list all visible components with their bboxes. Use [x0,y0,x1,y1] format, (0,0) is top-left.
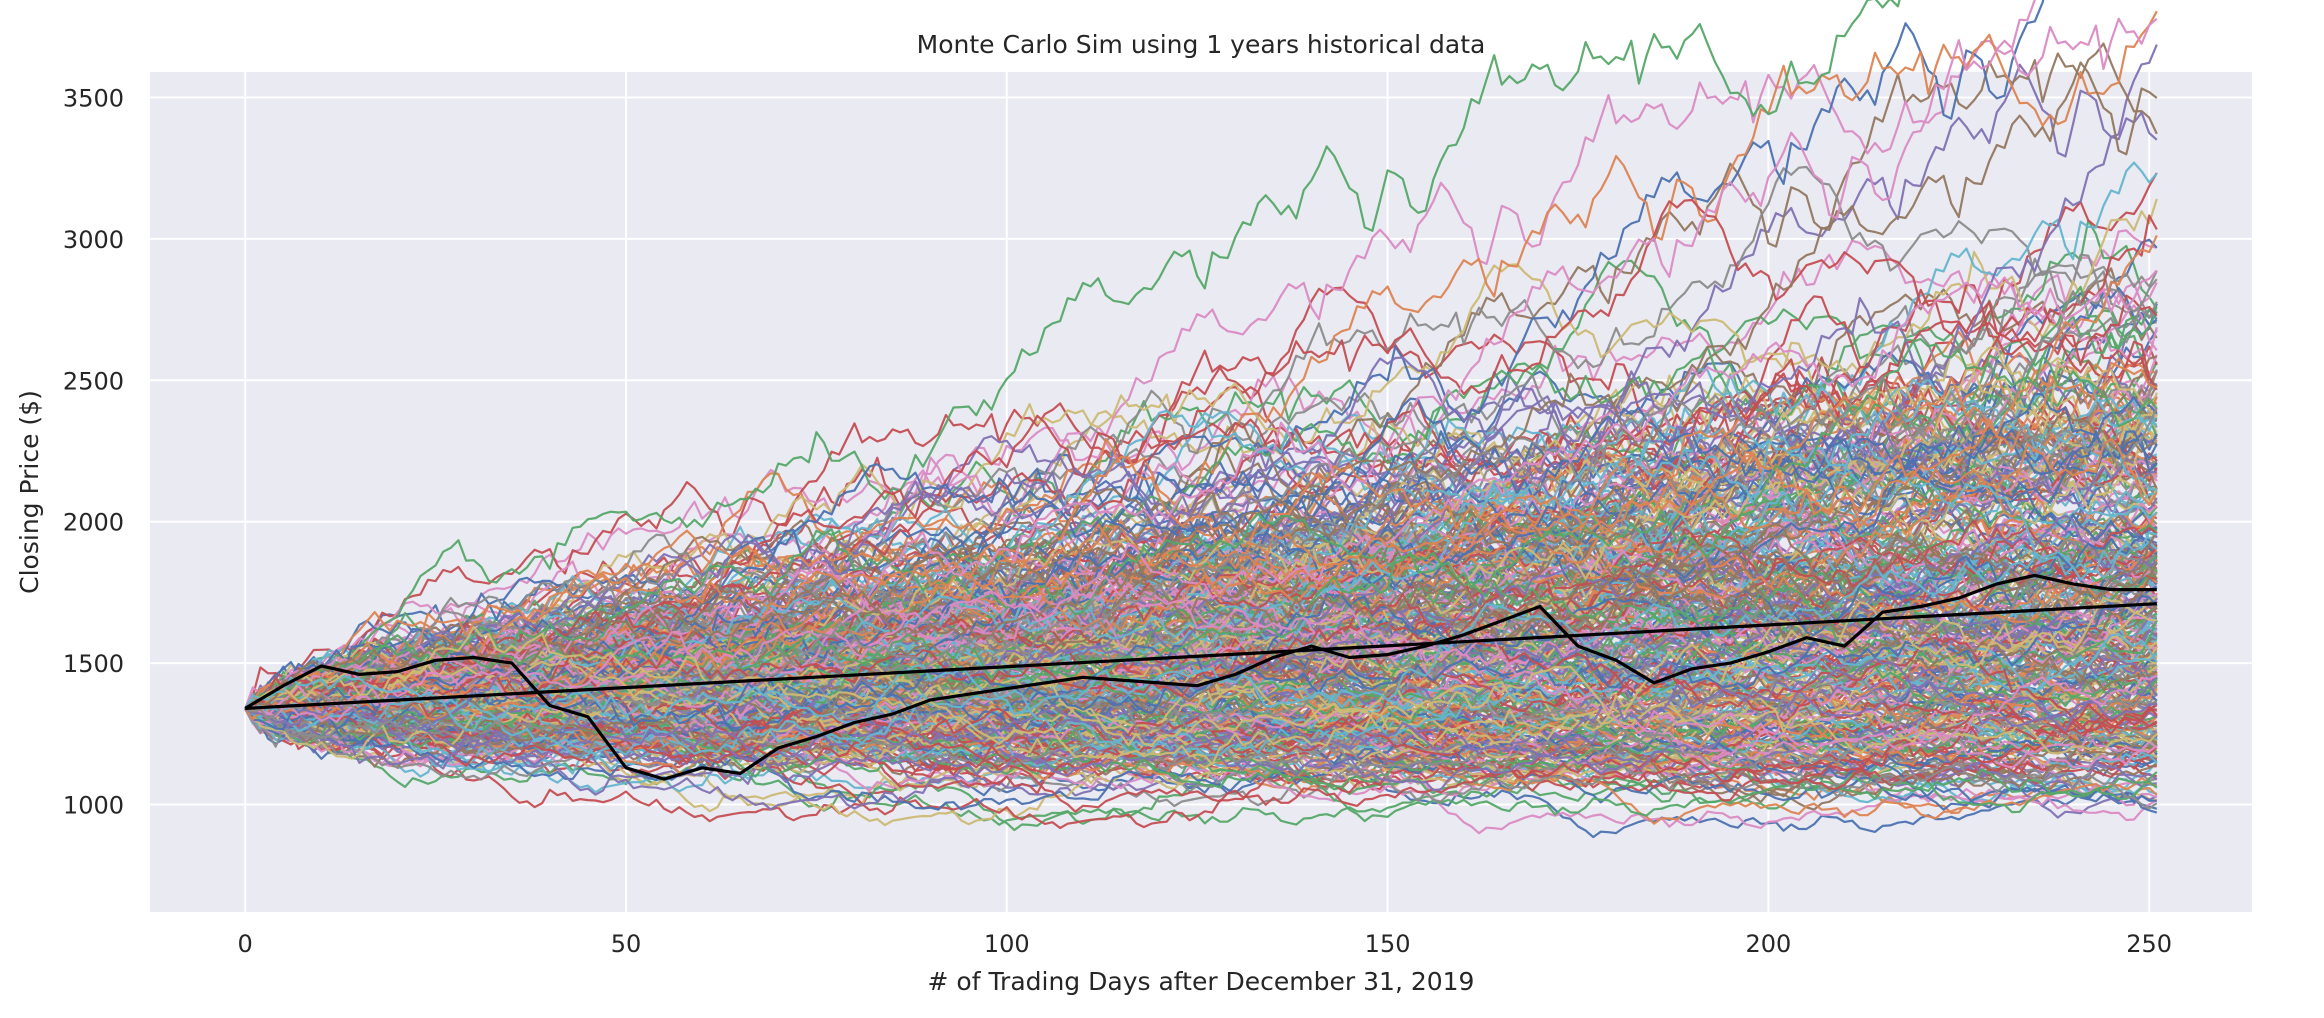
y-tick-label: 1000 [63,792,124,820]
x-tick-label: 200 [1745,930,1791,958]
simulation-path [244,411,2158,710]
simulation-path [244,594,2158,811]
simulation-paths [244,0,2158,839]
simulation-path [244,561,2158,710]
simulation-path [244,531,2158,732]
simulation-path [244,361,2158,721]
y-tick-label: 1500 [63,650,124,678]
simulation-path [244,633,2158,767]
simulation-path [244,574,2158,752]
x-tick-label: 150 [1365,930,1411,958]
simulation-path [244,300,2158,710]
x-tick-label: 250 [2126,930,2172,958]
x-tick-labels: 0 50 100 150 200 250 [238,930,2173,958]
actual-price-line [244,573,2157,781]
simulation-path [244,547,2157,765]
chart-title: Monte Carlo Sim using 1 years historical… [917,30,1486,59]
simulation-path [245,571,2158,728]
y-tick-label: 2500 [63,367,124,395]
y-tick-labels: 1000 1500 2000 2500 3000 3500 [63,84,124,819]
simulation-path [244,111,2158,718]
simulation-path [244,370,2158,713]
simulation-path [245,437,2158,721]
simulation-path [244,278,2158,710]
simulation-path [244,375,2158,735]
highlight-series [244,573,2157,781]
y-tick-label: 2000 [63,509,124,537]
simulation-path [244,693,2158,823]
trend-line [245,602,2157,710]
simulation-path [244,234,2158,710]
simulation-path [244,702,2158,810]
simulation-path [245,0,1901,712]
simulation-path [244,678,2157,792]
x-axis-label: # of Trading Days after December 31, 201… [928,967,1475,996]
simulation-path [244,593,2157,733]
simulation-path [244,651,2158,775]
x-tick-label: 0 [238,930,253,958]
simulation-path [244,438,2158,721]
simulation-path [245,433,2158,723]
y-axis-label: Closing Price ($) [15,390,44,594]
x-tick-label: 100 [984,930,1030,958]
x-tick-label: 50 [611,930,642,958]
simulation-path [244,0,2036,728]
simulation-path [244,286,2158,710]
simulation-path [245,17,2158,717]
simulation-path [244,594,2158,731]
simulation-path [244,679,2158,813]
simulation-path [244,435,2158,710]
simulation-path [245,229,2157,715]
y-tick-label: 3500 [63,84,124,112]
y-tick-label: 3000 [63,226,124,254]
